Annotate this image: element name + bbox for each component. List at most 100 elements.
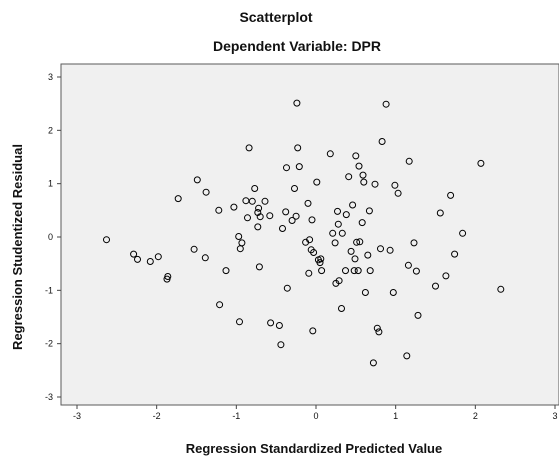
x-tick-label: -2 [153,411,161,421]
data-point [329,229,337,237]
data-point [345,173,353,181]
y-tick-label: -2 [45,339,53,349]
data-point [261,197,269,205]
data-point [256,213,264,221]
data-point [391,181,399,189]
y-tick-label: 2 [48,125,53,135]
data-point [338,229,346,237]
data-point [134,255,141,263]
y-tick-label: -1 [45,285,53,295]
x-tick-label: 0 [313,411,318,421]
data-point [283,284,291,292]
data-point [255,263,263,271]
data-point [366,267,374,275]
data-point [238,239,246,247]
data-point [146,258,154,265]
data-point [318,267,326,275]
data-point [365,207,373,215]
x-tick-label: 1 [393,411,398,421]
data-point [216,301,224,309]
data-point [349,201,357,209]
x-axis-ticks: -3 -2 -1 0 1 2 3 [73,405,558,421]
data-point [403,352,411,360]
plot-area [60,63,559,406]
data-point [331,239,339,247]
data-point [335,277,343,285]
data-point [364,251,372,259]
data-point [317,255,325,263]
data-point [309,327,317,335]
data-point [316,259,324,267]
data-point [477,159,485,167]
data-point [236,318,243,326]
y-tick-label: 3 [48,72,53,82]
y-tick-label: 1 [48,179,53,189]
data-point [164,273,172,280]
data-point [442,272,450,280]
data-point [251,185,259,192]
y-tick-label: 0 [48,232,53,242]
data-point [369,359,377,367]
data-point [351,255,359,263]
data-point [308,216,316,224]
data-point [295,163,303,171]
data-point [266,212,274,220]
data-point [305,269,313,277]
data-point [310,249,318,256]
data-point [404,261,412,269]
data-point [359,171,367,179]
data-point [306,236,314,244]
x-tick-label: -1 [232,411,240,421]
data-point [283,164,290,172]
data-point [230,203,238,211]
data-point [267,319,275,327]
data-point [326,150,334,158]
data-point [293,99,301,107]
data-point [414,311,422,319]
data-point [352,152,360,160]
data-point [288,217,296,224]
data-point [201,254,209,262]
data-point [394,189,402,197]
data-point [202,188,210,196]
y-tick-label: -3 [45,392,53,402]
data-point [282,208,290,216]
data-point [193,176,201,184]
data-point [248,197,256,205]
data-point [222,267,230,275]
data-point [389,289,397,296]
y-axis-label: Regression Studentized Residual [10,144,25,350]
data-point [432,282,439,290]
data-point [386,246,394,254]
data-point [347,247,355,255]
data-point [254,223,262,231]
data-point [355,162,363,170]
data-point [353,238,361,246]
data-point [377,245,384,253]
data-point [447,191,455,199]
data-point [275,322,283,329]
data-point [358,219,366,227]
data-point [334,207,341,215]
data-point [342,267,349,275]
data-point [255,204,263,212]
data-point [279,225,286,232]
data-point [412,267,420,275]
data-point [235,233,243,240]
data-point [378,138,386,145]
data-point [436,209,444,217]
data-point [313,178,321,186]
data-point [375,328,383,336]
data-point [174,195,182,203]
data-point [497,285,505,293]
data-point [334,220,342,228]
data-point [354,267,362,275]
data-point [277,341,285,349]
data-point [405,157,413,165]
data-point [154,253,162,261]
data-point [215,206,223,214]
x-tick-label: -3 [73,411,81,421]
chart-title: Scatterplot [239,9,312,25]
data-point [245,144,253,152]
